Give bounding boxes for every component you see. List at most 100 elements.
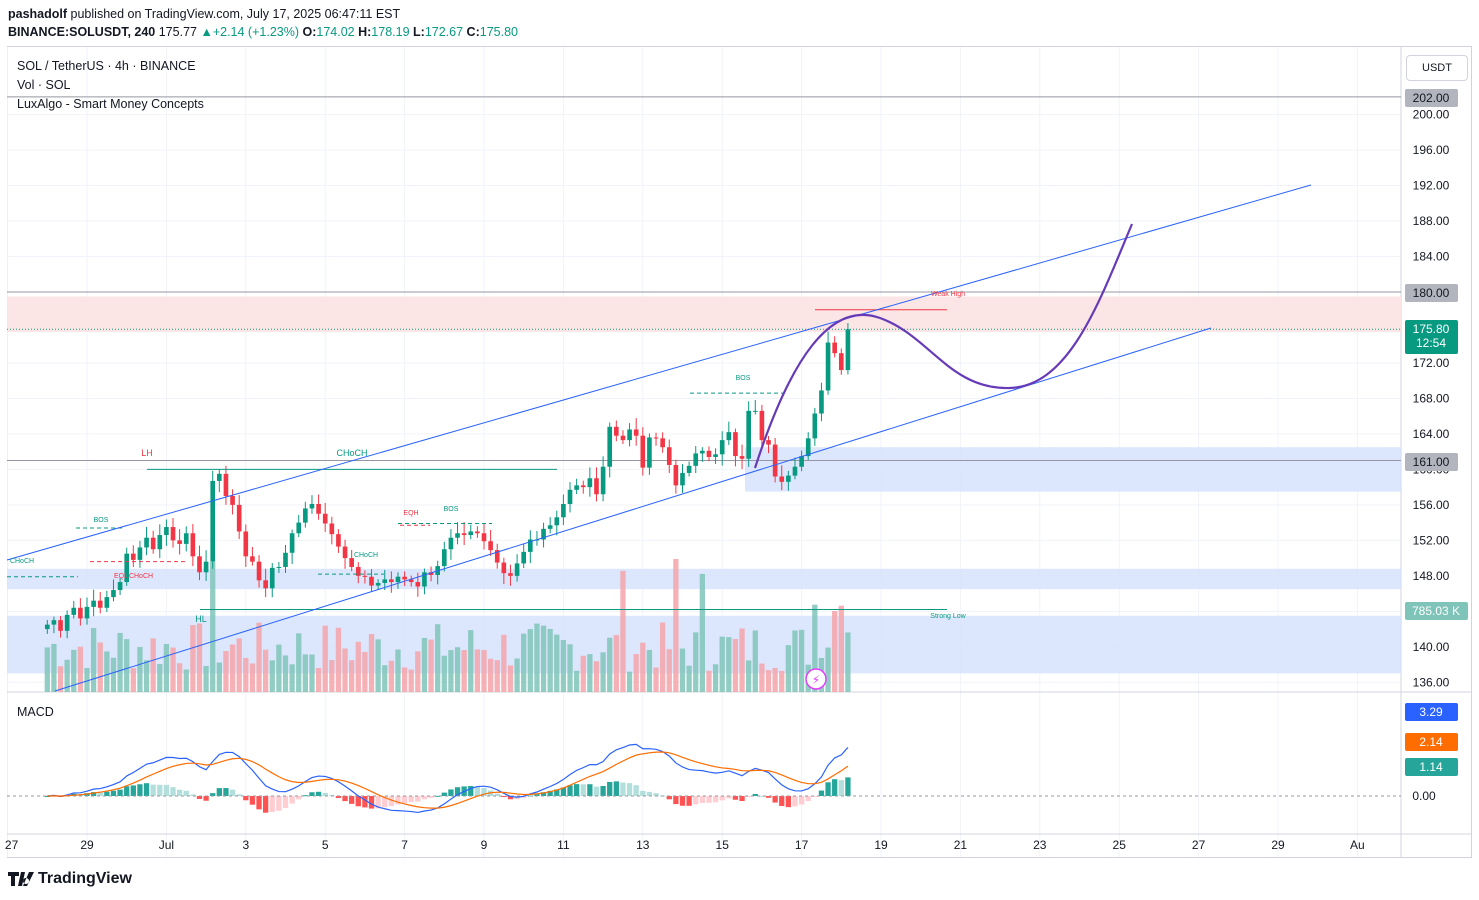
candle-up <box>528 539 533 552</box>
macd-histogram-bar <box>832 779 838 796</box>
support-badge-bg <box>1405 453 1458 471</box>
lightning-glyph: ⚡ <box>812 673 820 687</box>
top-level-badge-bg <box>1405 89 1458 107</box>
volume-bar-down <box>342 648 348 692</box>
candle-down <box>475 531 480 534</box>
volume-bar-down <box>593 661 600 692</box>
x-axis-tick-label: 21 <box>954 838 968 852</box>
macd-histogram-bar <box>501 796 507 797</box>
macd-histogram-bar <box>382 796 388 808</box>
macd-histogram-bar <box>481 788 487 796</box>
macd-histogram-bar <box>44 796 50 797</box>
volume-bar-down <box>494 660 500 692</box>
macd-histogram-bar <box>521 796 527 798</box>
signal-line <box>47 751 849 809</box>
macd-histogram-bar <box>845 777 851 796</box>
macd-histogram-bar <box>554 789 560 796</box>
volume-bar-up <box>573 670 580 692</box>
volume-bar-down <box>249 663 256 692</box>
publish-line: pashadolf published on TradingView.com, … <box>8 7 400 21</box>
volume-bar-down <box>666 649 672 692</box>
candle-up <box>382 579 388 583</box>
candle-up <box>44 624 50 630</box>
macd-histogram-bar <box>176 789 183 796</box>
macd-histogram-bar <box>309 792 315 796</box>
volume-bar-up <box>104 651 110 692</box>
y-axis-tick-label: 172.00 <box>1413 356 1450 370</box>
volume-bar-up <box>183 669 189 692</box>
y-axis-tick-label: 148.00 <box>1413 569 1450 583</box>
resistance-badge-bg <box>1405 284 1458 302</box>
candle-down <box>461 533 467 536</box>
volume-bar-down <box>772 667 778 692</box>
volume-bar-up <box>441 655 447 692</box>
candle-down <box>389 579 394 583</box>
macd-histogram-bar <box>818 790 825 796</box>
candle-up <box>719 440 725 455</box>
volume-bar-up <box>117 632 123 692</box>
annotation-label: CHoCH <box>129 573 153 580</box>
candle-down <box>408 579 414 583</box>
candle-down <box>633 429 639 436</box>
macd-histogram-bar <box>699 796 705 804</box>
macd-legend[interactable]: MACD <box>17 705 54 719</box>
volume-bar-up <box>587 654 593 692</box>
volume-bar-up <box>567 644 573 692</box>
x-axis-tick-label: 7 <box>401 838 408 852</box>
volume-bar-down <box>706 670 712 692</box>
resistance-badge: 180.00 <box>1413 286 1450 300</box>
volume-bar-down <box>322 625 328 692</box>
macd-histogram-bar <box>567 785 573 796</box>
candle-down <box>739 456 745 459</box>
currency-button[interactable]: USDT <box>1406 55 1468 81</box>
y-axis-tick-label: 164.00 <box>1413 427 1450 441</box>
volume-legend[interactable]: Vol · SOL <box>17 78 71 92</box>
macd-histogram-bar <box>263 796 269 813</box>
candle-up <box>91 600 96 607</box>
volume-bar-up <box>289 664 295 692</box>
macd-histogram-bar <box>613 781 619 796</box>
x-axis-tick-label: 5 <box>322 838 329 852</box>
macd-histogram-bar <box>573 784 580 796</box>
volume-bar-up <box>435 624 441 692</box>
candle-down <box>779 476 785 482</box>
x-axis-tick-label: 29 <box>1271 838 1285 852</box>
volume-bar-up <box>752 630 758 692</box>
macd-histogram-bar <box>646 791 653 796</box>
volume-bar-up <box>64 659 70 692</box>
macd-histogram-bar <box>401 796 408 804</box>
x-axis-tick-label: 17 <box>795 838 809 852</box>
macd-histogram-bar <box>759 795 765 797</box>
macd-histogram-bar <box>137 784 143 796</box>
candle-up <box>752 410 758 412</box>
candle-up <box>183 533 189 544</box>
top-level-badge: 202.00 <box>1413 91 1450 105</box>
macd-histogram-bar <box>653 793 659 796</box>
candle-down <box>640 435 646 468</box>
candle-down <box>759 410 765 441</box>
channel-lower <box>54 327 1212 692</box>
volume-bar-up <box>527 629 533 692</box>
candle-up <box>693 453 699 466</box>
volume-bar-down <box>461 650 467 692</box>
macd-histogram-bar <box>435 795 441 797</box>
x-axis-tick-label: 23 <box>1033 838 1047 852</box>
candle-down <box>369 576 374 586</box>
volume-bar-up <box>84 668 90 692</box>
y-axis-tick-label: 168.00 <box>1413 391 1450 405</box>
brand-name: TradingView <box>38 870 132 887</box>
last-price-badge: 12:54 <box>1416 336 1446 350</box>
x-axis-tick-label: 25 <box>1113 838 1127 852</box>
candle-up <box>296 522 302 534</box>
volume-bar-down <box>77 646 84 692</box>
macd-histogram-bar <box>798 796 805 805</box>
candle-down <box>256 561 262 581</box>
candle-down <box>666 447 672 465</box>
indicator-legend[interactable]: LuxAlgo - Smart Money Concepts <box>17 97 204 111</box>
chart-title[interactable]: SOL / TetherUS · 4h · BINANCE <box>17 59 196 73</box>
candle-up <box>71 607 77 615</box>
candle-down <box>243 531 249 557</box>
tradingview-logo[interactable]: TradingView <box>8 870 132 888</box>
x-axis-tick-label: Au <box>1350 838 1365 852</box>
